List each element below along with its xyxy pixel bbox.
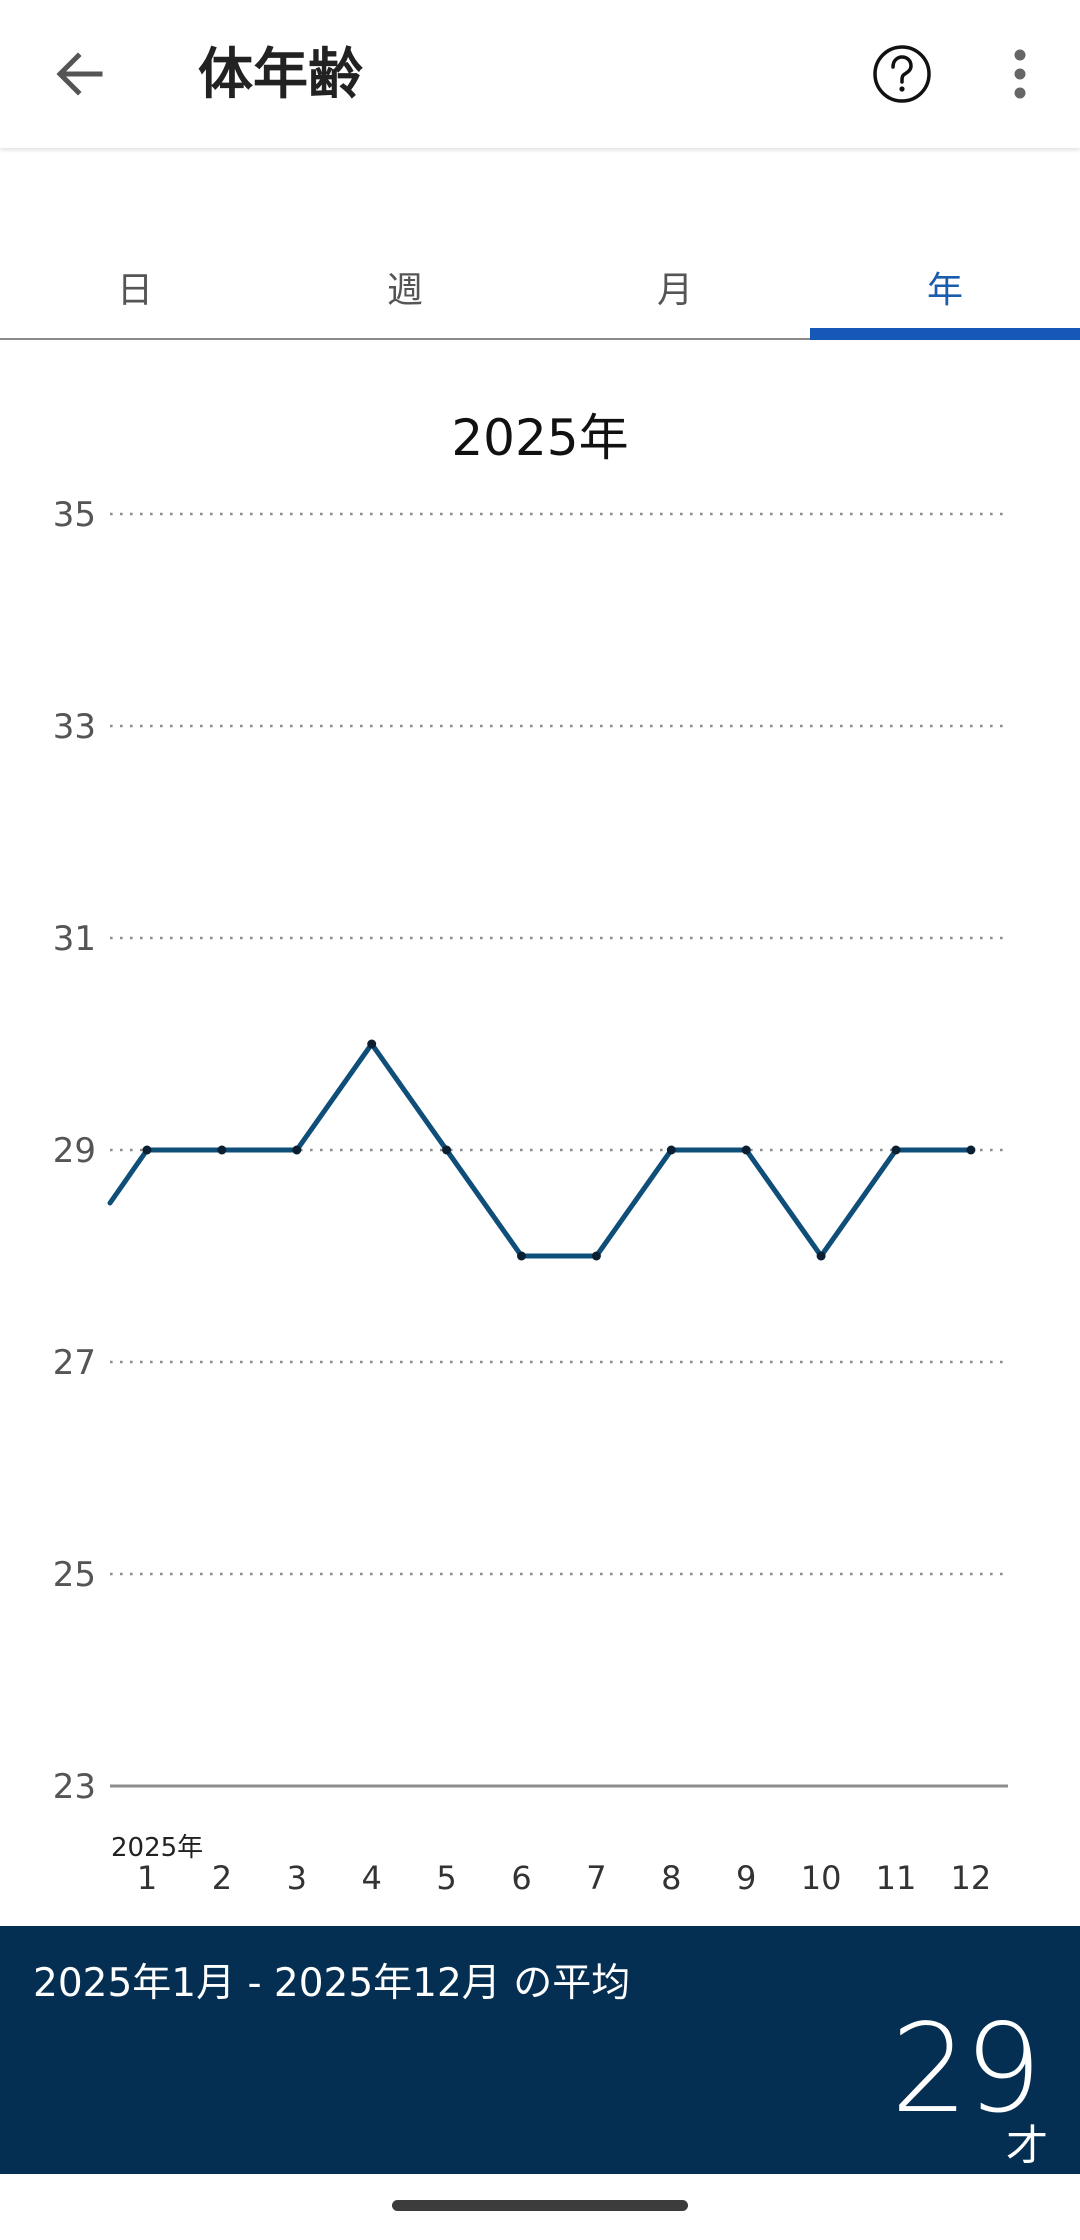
y-tick-label: 31 — [53, 919, 96, 959]
question-circle-icon — [873, 45, 931, 103]
y-tick-label: 29 — [53, 1131, 96, 1171]
chart-title: 2025年 — [451, 409, 629, 467]
summary-period-label: 2025年1月 - 2025年12月 の平均 — [33, 1961, 631, 2006]
app-bar: 体年齢 — [0, 0, 1080, 148]
data-point — [142, 1145, 152, 1155]
more-options-button[interactable] — [976, 30, 1064, 118]
summary-unit: 才 — [1005, 2121, 1048, 2170]
data-point — [741, 1145, 751, 1155]
y-tick-label: 27 — [53, 1343, 96, 1383]
data-point — [217, 1145, 227, 1155]
x-tick-label: 11 — [876, 1859, 917, 1897]
data-point — [292, 1145, 302, 1155]
back-button[interactable] — [36, 30, 124, 118]
y-tick-label: 23 — [53, 1767, 96, 1807]
x-tick-label: 5 — [436, 1859, 456, 1897]
arrow-left-icon — [56, 52, 103, 96]
data-point — [517, 1251, 526, 1261]
x-axis-year-label: 2025年 — [111, 1833, 203, 1863]
x-tick-label: 10 — [801, 1859, 842, 1897]
y-tick-label: 35 — [53, 495, 96, 535]
page-title: 体年齢 — [198, 42, 364, 106]
period-tabs: 日 週 月 年 — [0, 236, 1080, 340]
tab-day[interactable]: 日 — [116, 270, 153, 311]
average-summary-panel: 2025年1月 - 2025年12月 の平均 29 才 — [0, 1926, 1080, 2174]
x-tick-label: 8 — [661, 1859, 681, 1897]
tab-year[interactable]: 年 — [810, 236, 1080, 340]
x-tick-label: 2 — [212, 1859, 232, 1897]
more-vertical-icon — [1014, 49, 1026, 99]
x-tick-label: 12 — [951, 1859, 992, 1897]
data-point — [966, 1145, 976, 1155]
x-tick-label: 6 — [511, 1859, 531, 1897]
data-point — [666, 1145, 676, 1155]
home-indicator[interactable] — [392, 2200, 688, 2211]
summary-average-value: 29 — [890, 1998, 1042, 2140]
x-tick-label: 1 — [137, 1859, 157, 1897]
y-tick-label: 25 — [53, 1555, 96, 1595]
data-point — [442, 1145, 452, 1155]
x-tick-label: 9 — [736, 1859, 756, 1897]
help-button[interactable] — [858, 30, 946, 118]
data-point — [816, 1251, 826, 1261]
data-point — [591, 1251, 601, 1261]
x-tick-label: 3 — [287, 1859, 307, 1897]
x-tick-label: 4 — [362, 1859, 382, 1897]
tab-month[interactable]: 月 — [656, 270, 693, 311]
tab-week[interactable]: 週 — [386, 270, 423, 311]
data-point — [891, 1145, 901, 1155]
data-point — [367, 1039, 377, 1049]
x-tick-label: 7 — [586, 1859, 606, 1897]
y-tick-label: 33 — [53, 707, 96, 747]
